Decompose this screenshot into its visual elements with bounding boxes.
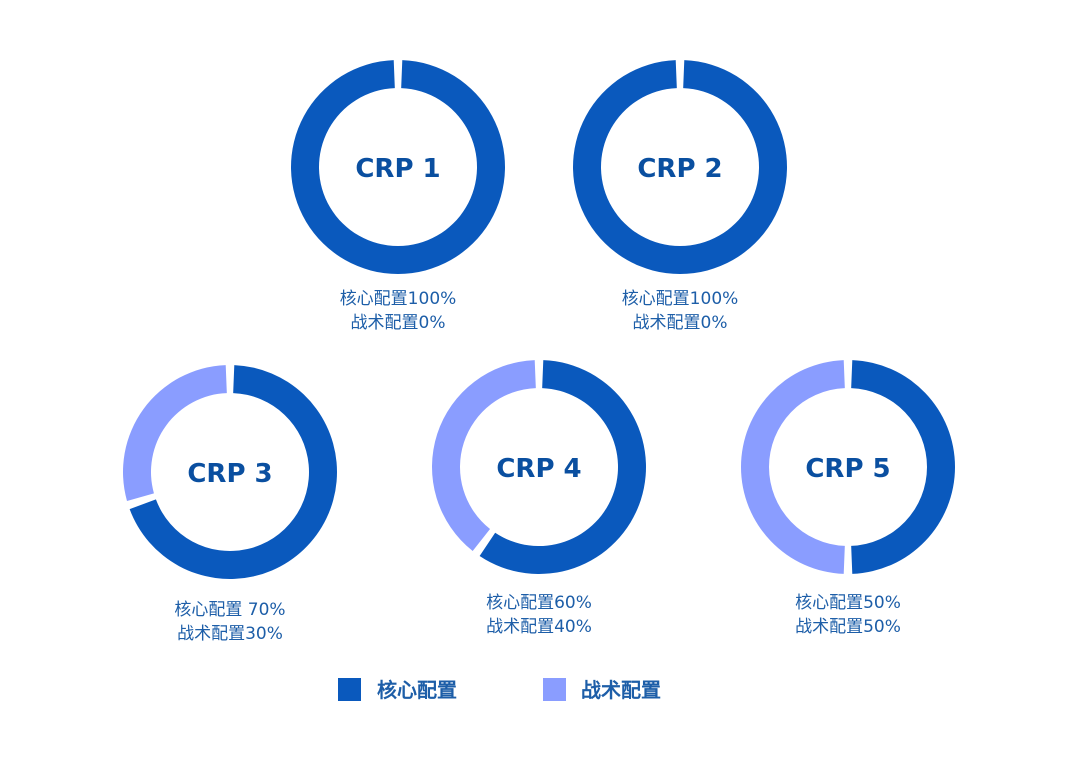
donut-title-crp-4: CRP 4 xyxy=(496,454,581,484)
caption-line-2-crp-3: 战术配置30% xyxy=(177,624,283,644)
caption-line-1-crp-1: 核心配置100% xyxy=(340,289,457,309)
donut-title-crp-5: CRP 5 xyxy=(805,454,890,484)
core-segment-crp-5 xyxy=(851,360,955,574)
legend-label-core: 核心配置 xyxy=(377,678,457,702)
donut-crp-4: CRP 4 核心配置60% 战术配置40% xyxy=(432,360,646,637)
caption-line-1-crp-4: 核心配置60% xyxy=(486,593,592,613)
caption-line-2-crp-1: 战术配置0% xyxy=(351,313,446,333)
caption-line-1-crp-5: 核心配置50% xyxy=(795,593,901,613)
caption-line-1-crp-2: 核心配置100% xyxy=(622,289,739,309)
donut-crp-3: CRP 3 核心配置 70% 战术配置30% xyxy=(122,365,338,644)
donut-crp-1: CRP 1 核心配置100% 战术配置0% xyxy=(290,60,505,333)
caption-line-1-crp-3: 核心配置 70% xyxy=(174,600,285,620)
donut-title-crp-1: CRP 1 xyxy=(355,154,440,184)
legend: 核心配置 战术配置 xyxy=(338,678,661,702)
tactical-segment-crp-4 xyxy=(432,360,536,551)
legend-swatch-core xyxy=(338,678,361,701)
core-segment-crp-4 xyxy=(479,360,646,574)
caption-line-2-crp-4: 战术配置40% xyxy=(486,617,592,637)
donut-crp-2: CRP 2 核心配置100% 战术配置0% xyxy=(573,60,788,333)
tactical-segment-crp-5 xyxy=(740,360,845,574)
caption-line-2-crp-5: 战术配置50% xyxy=(795,617,901,637)
caption-line-2-crp-2: 战术配置0% xyxy=(633,313,728,333)
legend-swatch-tactical xyxy=(543,678,566,701)
legend-label-tactical: 战术配置 xyxy=(581,678,661,702)
donut-title-crp-2: CRP 2 xyxy=(637,154,722,184)
donut-crp-5: CRP 5 核心配置50% 战术配置50% xyxy=(740,360,955,637)
tactical-segment-crp-3 xyxy=(122,365,227,501)
donut-title-crp-3: CRP 3 xyxy=(187,459,272,489)
